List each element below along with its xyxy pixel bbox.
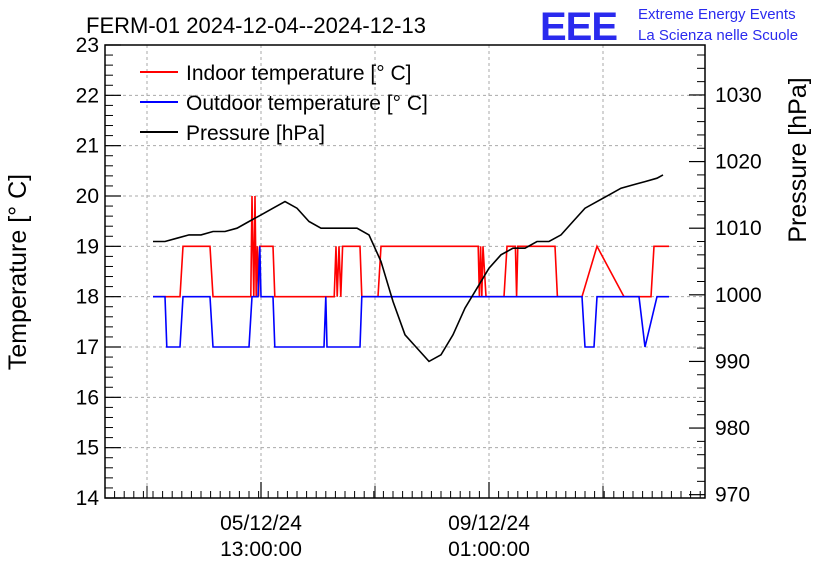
logo-line-1: Extreme Energy Events (638, 6, 796, 23)
logo-mark: EEE (540, 5, 617, 49)
right-tick-label: 1030 (715, 84, 762, 107)
x-tick-label-time: 13:00:00 (220, 538, 302, 561)
eee-logo: EEE Extreme Energy Events La Scienza nel… (540, 5, 798, 49)
left-tick-label: 22 (76, 84, 99, 107)
x-tick-label-time: 01:00:00 (448, 538, 530, 561)
legend: Indoor temperature [° C] Outdoor temperat… (140, 62, 428, 145)
left-tick-label: 21 (76, 135, 99, 158)
left-tick-label: 15 (76, 437, 99, 460)
series-layer (153, 174, 669, 363)
right-tick-label: 970 (715, 484, 750, 507)
legend-entry-pressure-label: Pressure [hPa] (186, 122, 325, 145)
legend-entry-indoor-label: Indoor temperature [° C] (186, 62, 412, 85)
left-tick-label: 16 (76, 386, 99, 409)
right-tick-label: 990 (715, 350, 750, 373)
y-axis-right-title: Pressure [hPa] (784, 77, 812, 242)
left-tick-label: 19 (76, 235, 99, 258)
right-tick-label: 1010 (715, 217, 762, 240)
x-tick-label-date: 05/12/24 (220, 512, 302, 535)
left-tick-label: 20 (76, 185, 99, 208)
chart-title: FERM-01 2024-12-04--2024-12-13 (86, 13, 426, 38)
left-tick-label: 23 (76, 34, 99, 57)
legend-entry-outdoor-label: Outdoor temperature [° C] (186, 92, 428, 115)
left-tick-label: 14 (76, 487, 100, 510)
logo-line-2: La Scienza nelle Scuole (638, 27, 798, 44)
x-tick-label-date: 09/12/24 (448, 512, 530, 535)
right-tick-label: 980 (715, 417, 750, 440)
y-axis-left-title: Temperature [° C] (4, 174, 32, 370)
right-tick-label: 1020 (715, 151, 762, 174)
axes: 14 15 16 17 18 19 20 21 22 23 970 980 990 1000 1010 102… (76, 34, 762, 561)
pressure-series (153, 174, 664, 363)
plot-frame (104, 44, 706, 499)
right-tick-label: 1000 (715, 284, 762, 307)
outdoor-temperature-series (153, 246, 669, 348)
left-tick-label: 18 (76, 286, 99, 309)
left-tick-label: 17 (76, 336, 99, 359)
